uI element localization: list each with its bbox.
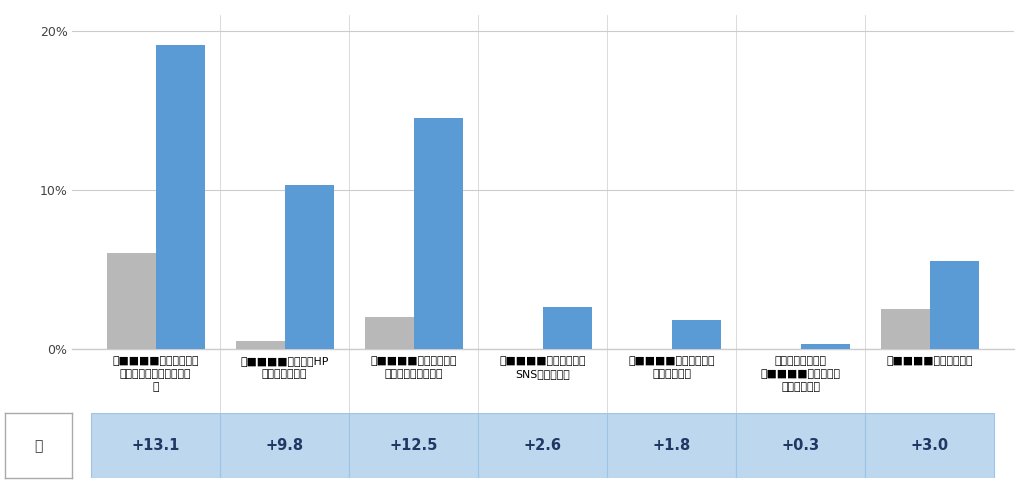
Text: +12.5: +12.5 bbox=[389, 438, 438, 453]
Bar bbox=[801, 344, 850, 349]
Text: +1.8: +1.8 bbox=[652, 438, 691, 453]
Bar bbox=[881, 309, 930, 349]
Bar bbox=[736, 413, 865, 478]
Bar bbox=[672, 320, 721, 349]
Text: +9.8: +9.8 bbox=[265, 438, 304, 453]
Text: +3.0: +3.0 bbox=[910, 438, 949, 453]
Bar bbox=[607, 413, 736, 478]
Text: +13.1: +13.1 bbox=[131, 438, 180, 453]
Bar bbox=[930, 261, 979, 349]
Bar bbox=[478, 413, 607, 478]
Text: 差: 差 bbox=[34, 439, 43, 453]
Text: +0.3: +0.3 bbox=[781, 438, 820, 453]
Bar bbox=[220, 413, 349, 478]
Bar bbox=[156, 45, 205, 349]
Bar bbox=[365, 317, 414, 349]
Bar bbox=[543, 307, 592, 349]
Bar bbox=[106, 253, 156, 349]
Text: +2.6: +2.6 bbox=[523, 438, 562, 453]
Bar bbox=[91, 413, 220, 478]
Bar bbox=[285, 185, 334, 349]
Bar bbox=[236, 341, 285, 349]
Bar bbox=[414, 118, 463, 349]
Bar bbox=[349, 413, 478, 478]
Bar bbox=[865, 413, 994, 478]
